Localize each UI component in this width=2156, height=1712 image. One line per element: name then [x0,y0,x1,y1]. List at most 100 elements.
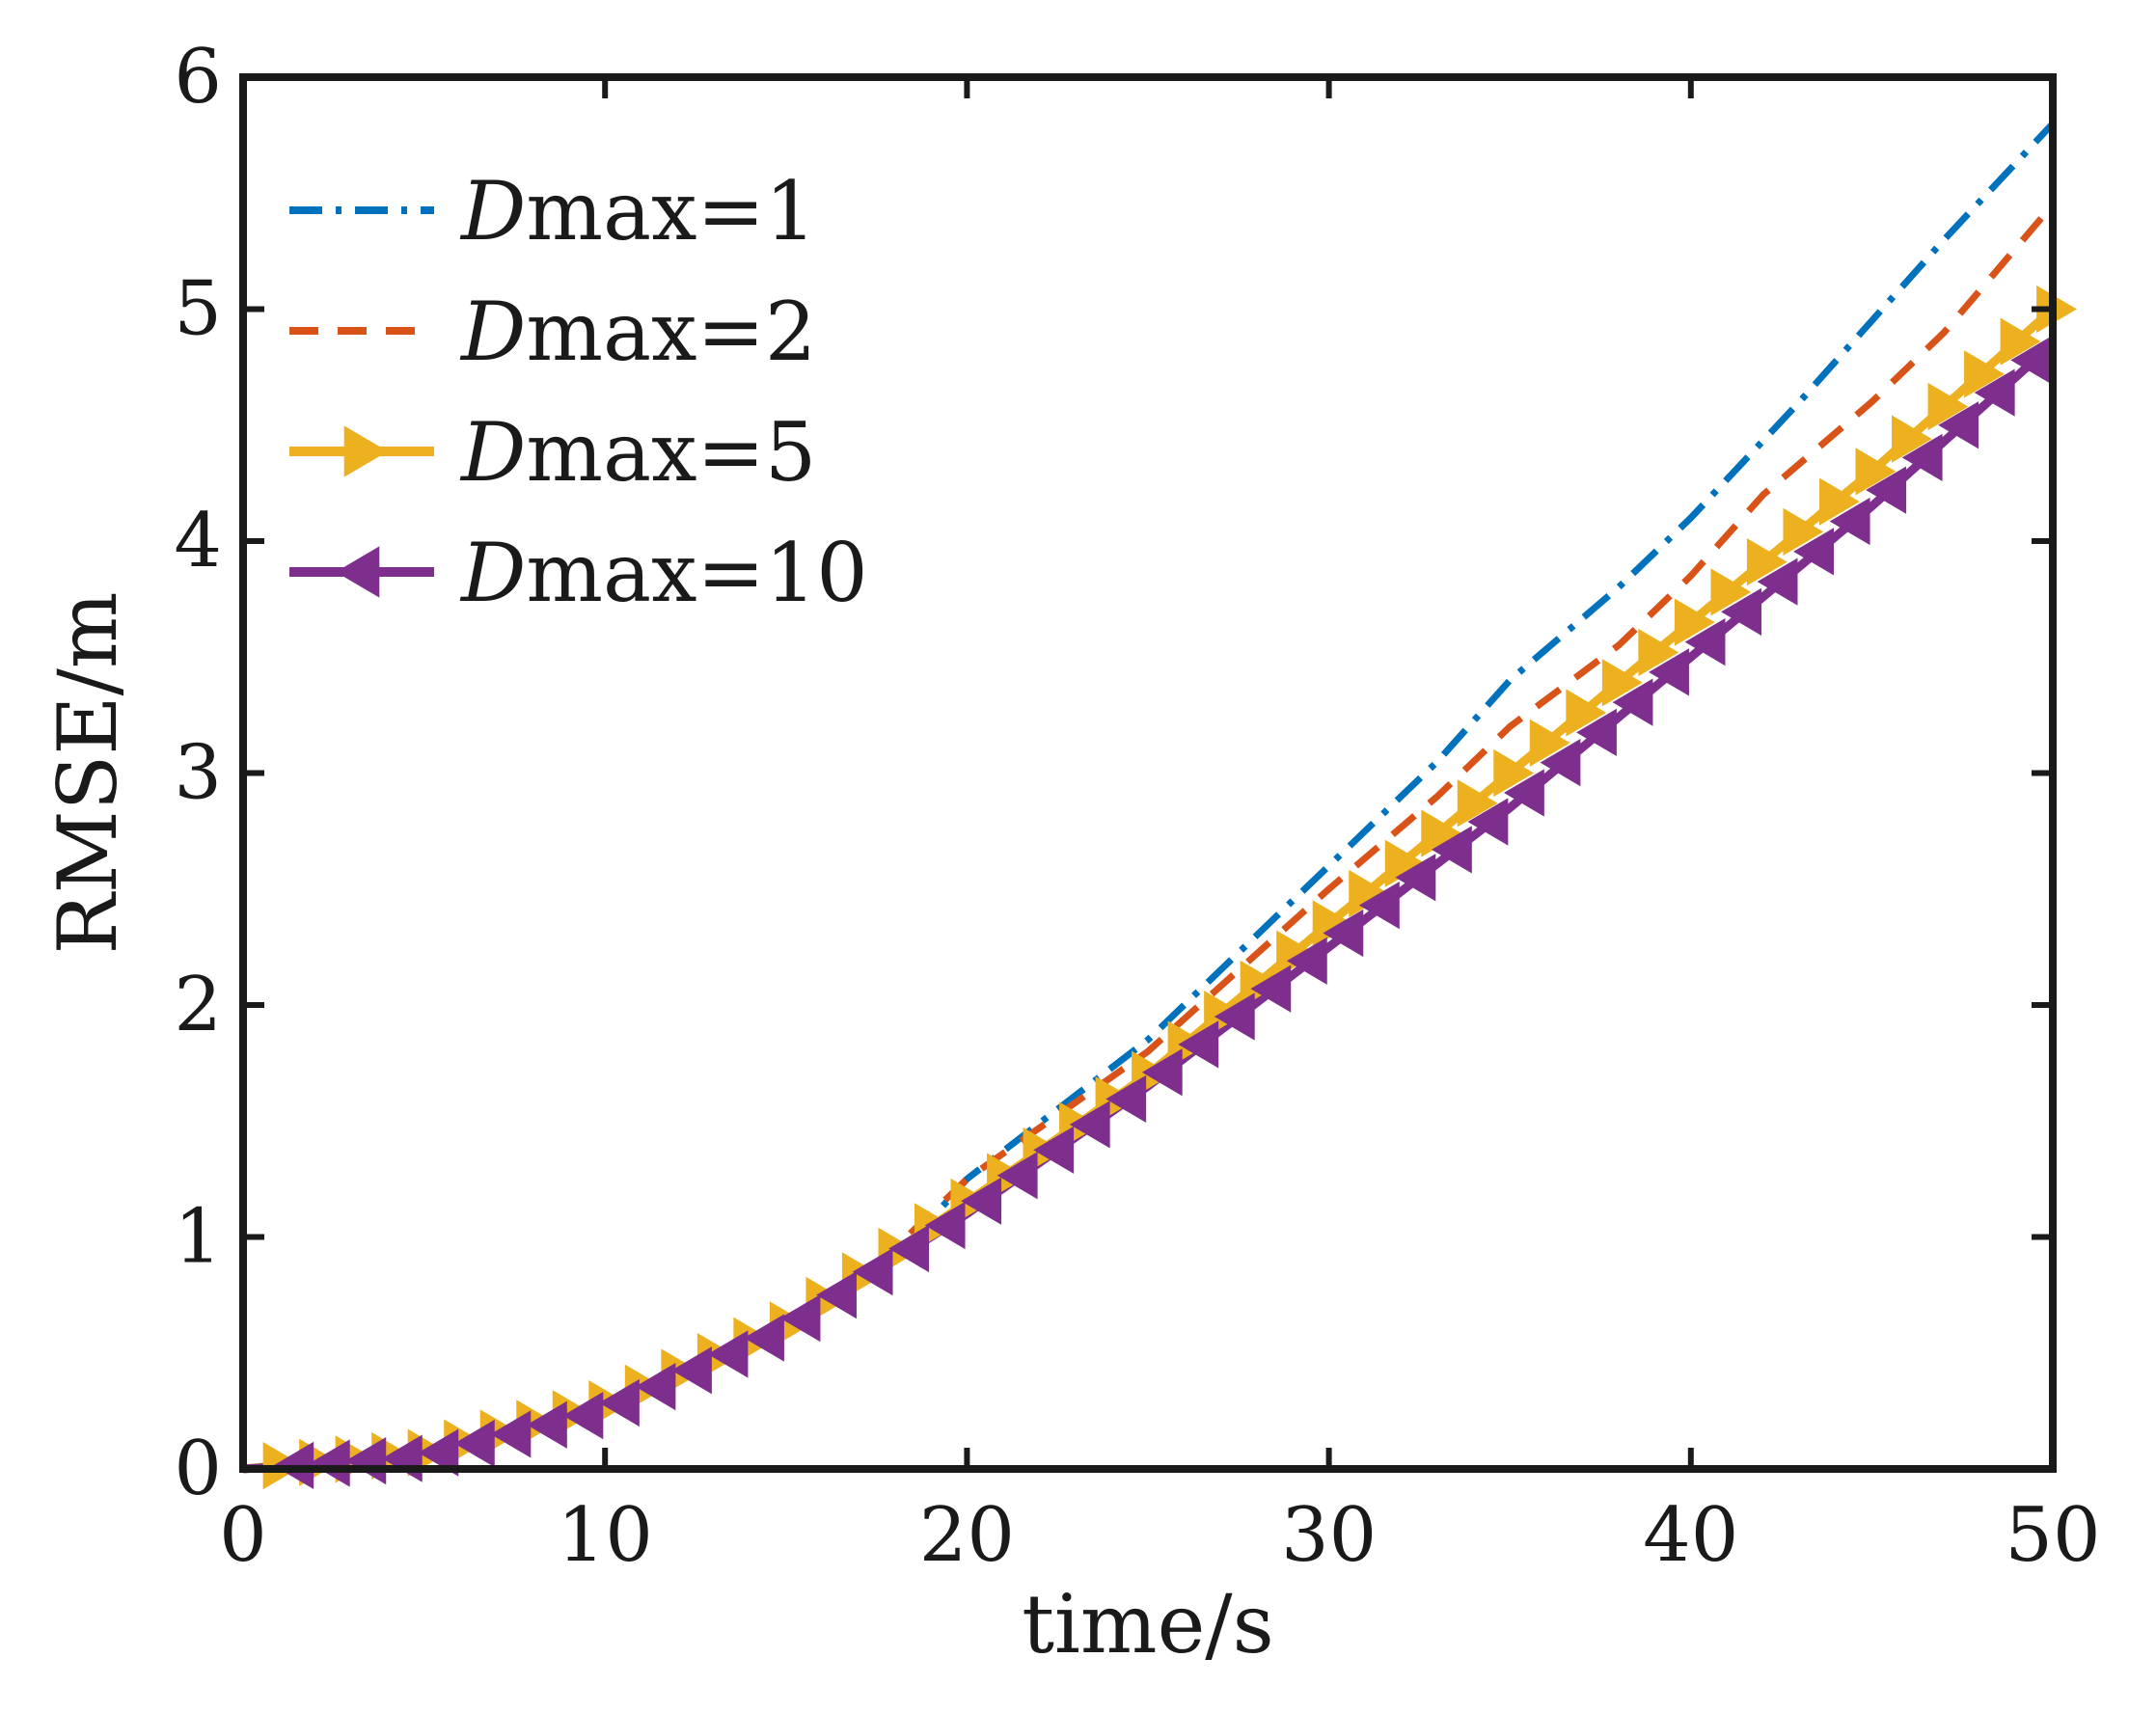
series-3-marker [1566,689,1607,737]
axis-ticks [240,74,2056,1472]
legend-label-rest: max=1 [526,164,816,258]
series-3-marker [1746,538,1788,586]
series-3-marker [1855,448,1897,496]
series-4-marker [1793,528,1835,576]
series-4-marker [744,1314,784,1362]
series-3-marker [1710,568,1752,616]
series-4-marker [1866,466,1907,514]
series-4-marker [1721,587,1761,636]
series-3-marker [1927,382,1969,431]
legend-label-rest: max=10 [526,526,867,620]
series-4-marker [1467,798,1509,846]
series-4-marker [924,1201,966,1250]
series-4-marker [1504,769,1544,817]
series-4-marker [526,1400,567,1449]
series-4-marker [490,1410,532,1458]
series-4-marker [1684,617,1726,666]
series-4-marker [1901,433,1943,482]
y-tick-label: 5 [174,266,222,353]
plot-markers [262,285,2077,1490]
series-4-marker [996,1152,1038,1200]
series-4-marker [635,1362,676,1411]
series-3-marker [1892,415,1932,463]
series-4-marker [1829,497,1870,546]
series-4-marker [1358,881,1400,930]
series-4-marker [1938,401,1979,449]
x-tick-label: 50 [2005,1492,2100,1579]
series-4-marker [707,1330,749,1378]
series-4-marker [671,1346,712,1395]
y-tick-label: 1 [174,1194,222,1281]
series-3-marker [1674,598,1715,646]
series-4-marker [1069,1101,1110,1149]
series-4-marker [1033,1126,1075,1174]
y-tick-label: 4 [174,498,222,584]
series-4-marker [418,1428,459,1477]
series-4-marker [1974,368,2015,417]
series-4-marker [1286,937,1327,985]
series-4-marker [1395,854,1436,902]
y-tick-label: 3 [174,730,222,817]
x-tick-label: 10 [558,1492,653,1579]
y-tick-label: 2 [174,962,222,1048]
series-3-marker [1818,477,1860,526]
series-4-marker [1214,992,1255,1041]
legend-label: Dmax=10 [459,526,868,620]
legend-label-italic: D [459,285,526,379]
series-line-4 [242,340,2057,1474]
series-4-marker [1323,909,1364,958]
legend-marker [343,425,388,477]
series-4-marker [1757,557,1798,606]
series-4-marker [816,1271,857,1319]
y-tick-label: 6 [174,34,222,121]
series-4-marker [1178,1020,1219,1069]
series-4-marker [562,1392,604,1440]
series-4-marker [1612,678,1653,726]
x-tick-label: 40 [1643,1492,1738,1579]
y-axis-label: RMSE/m [41,591,135,954]
series-4-marker [1649,648,1689,696]
series-3-marker [2000,317,2041,366]
series-3-marker [1529,719,1570,767]
legend-label-italic: D [459,405,526,500]
legend-item-1: Dmax=1 [289,164,816,258]
legend-label-italic: D [459,164,526,258]
legend-item-4: Dmax=10 [289,526,868,620]
x-tick-label: 30 [1281,1492,1377,1579]
legend-label: Dmax=2 [459,285,816,379]
series-4-marker [1431,826,1472,874]
x-tick-label: 20 [919,1492,1015,1579]
series-4-marker [1576,708,1617,757]
legend-label: Dmax=1 [459,164,816,258]
legend-label-rest: max=5 [526,405,816,500]
series-4-marker [888,1224,930,1273]
legend-label-rest: max=2 [526,285,816,379]
y-tick-label: 0 [174,1426,222,1512]
series-3-marker [1964,350,2005,398]
series-4-marker [779,1294,821,1343]
legend-item-2: Dmax=2 [289,285,816,379]
series-3-marker [1493,748,1535,798]
series-3-marker [1601,659,1643,707]
legend-item-3: Dmax=5 [289,405,816,500]
legend-marker [336,546,380,598]
series-4-marker [345,1436,387,1485]
legend-label: Dmax=5 [459,405,816,500]
series-4-marker [1250,965,1292,1013]
series-4-marker [1105,1074,1147,1124]
x-tick-label: 0 [219,1492,267,1579]
x-axis-label: time/s [1022,1577,1273,1671]
legend-label-italic: D [459,526,526,620]
series-3-marker [1421,809,1462,857]
series-4-marker [961,1177,1002,1225]
series-4-marker [1141,1048,1183,1097]
series-3-marker [1638,628,1679,677]
series-4-marker [852,1247,893,1296]
series-4-marker [1540,739,1581,787]
tick-labels: 0 10 20 30 40 50 0 1 2 3 4 5 6 [174,34,2100,1579]
series-4-marker [453,1419,495,1468]
series-line-2 [242,203,2056,1473]
series-4-marker [599,1378,640,1427]
